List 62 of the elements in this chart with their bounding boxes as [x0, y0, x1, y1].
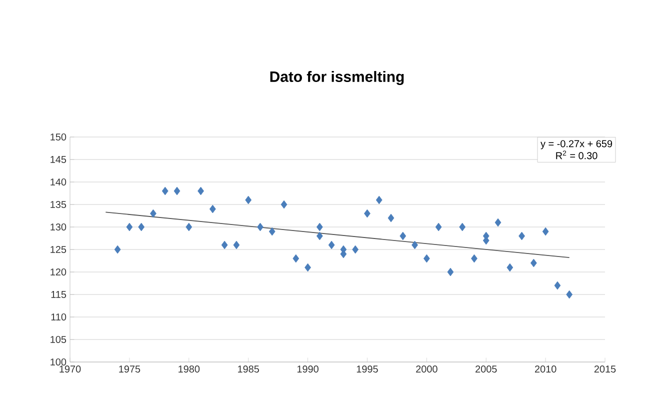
x-tick-label: 1990 [297, 366, 318, 373]
point [328, 240, 335, 250]
point [435, 222, 442, 232]
annotation: R$^{2}$ = 0.30 [556, 150, 598, 160]
point [542, 227, 549, 236]
x-tick-label: 1980 [178, 366, 200, 373]
point [459, 222, 466, 232]
point [138, 222, 145, 232]
point [471, 254, 478, 263]
y-tick-label: 125 [50, 246, 66, 254]
point [412, 240, 418, 250]
y-tick-label: 130 [50, 223, 66, 231]
point [162, 186, 168, 196]
point [257, 222, 264, 232]
x-tick-label: 1985 [238, 366, 259, 373]
point [400, 232, 406, 240]
y-tick-label: 140 [50, 178, 66, 186]
point [292, 254, 300, 263]
x-tick-label: 2010 [534, 366, 556, 373]
point [388, 214, 394, 222]
point [198, 186, 204, 196]
y-tick-label: 135 [50, 200, 66, 208]
y-tick-label: 105 [50, 336, 66, 344]
point [150, 209, 156, 218]
point [316, 222, 323, 232]
point [376, 196, 382, 204]
point [316, 232, 323, 240]
point [566, 290, 573, 299]
annotation: y = -0.27x + 659 [540, 140, 612, 150]
y-tick-label: 110 [51, 313, 66, 321]
point [245, 196, 252, 204]
y-tick-label: 150 [50, 133, 66, 141]
point [530, 258, 537, 268]
point [494, 218, 502, 227]
point [233, 240, 240, 250]
x-tick-label: 1970 [60, 366, 81, 373]
point [447, 268, 454, 276]
point [114, 245, 121, 254]
y-tick-label: 115 [51, 291, 66, 298]
point [221, 240, 228, 250]
point [186, 222, 192, 232]
x-tick-label: 2005 [476, 366, 497, 373]
y-tick-label: 145 [50, 156, 66, 163]
point [126, 222, 133, 232]
x-tick-label: 1975 [119, 366, 140, 373]
point [304, 263, 311, 272]
point [280, 200, 288, 209]
y-tick-label: 100 [50, 358, 66, 366]
point [364, 209, 370, 218]
point [352, 245, 359, 254]
point [209, 204, 216, 214]
chart-title: Dato for issmelting [270, 71, 404, 85]
point [174, 186, 180, 196]
x-tick-label: 1995 [356, 366, 378, 373]
y-tick-label: 120 [50, 268, 66, 276]
point [518, 232, 525, 240]
x-tick-label: 2015 [594, 366, 616, 373]
x-tick-label: 2000 [416, 366, 438, 373]
point [268, 227, 276, 236]
point [423, 254, 430, 263]
point [506, 263, 514, 272]
point [554, 281, 561, 290]
